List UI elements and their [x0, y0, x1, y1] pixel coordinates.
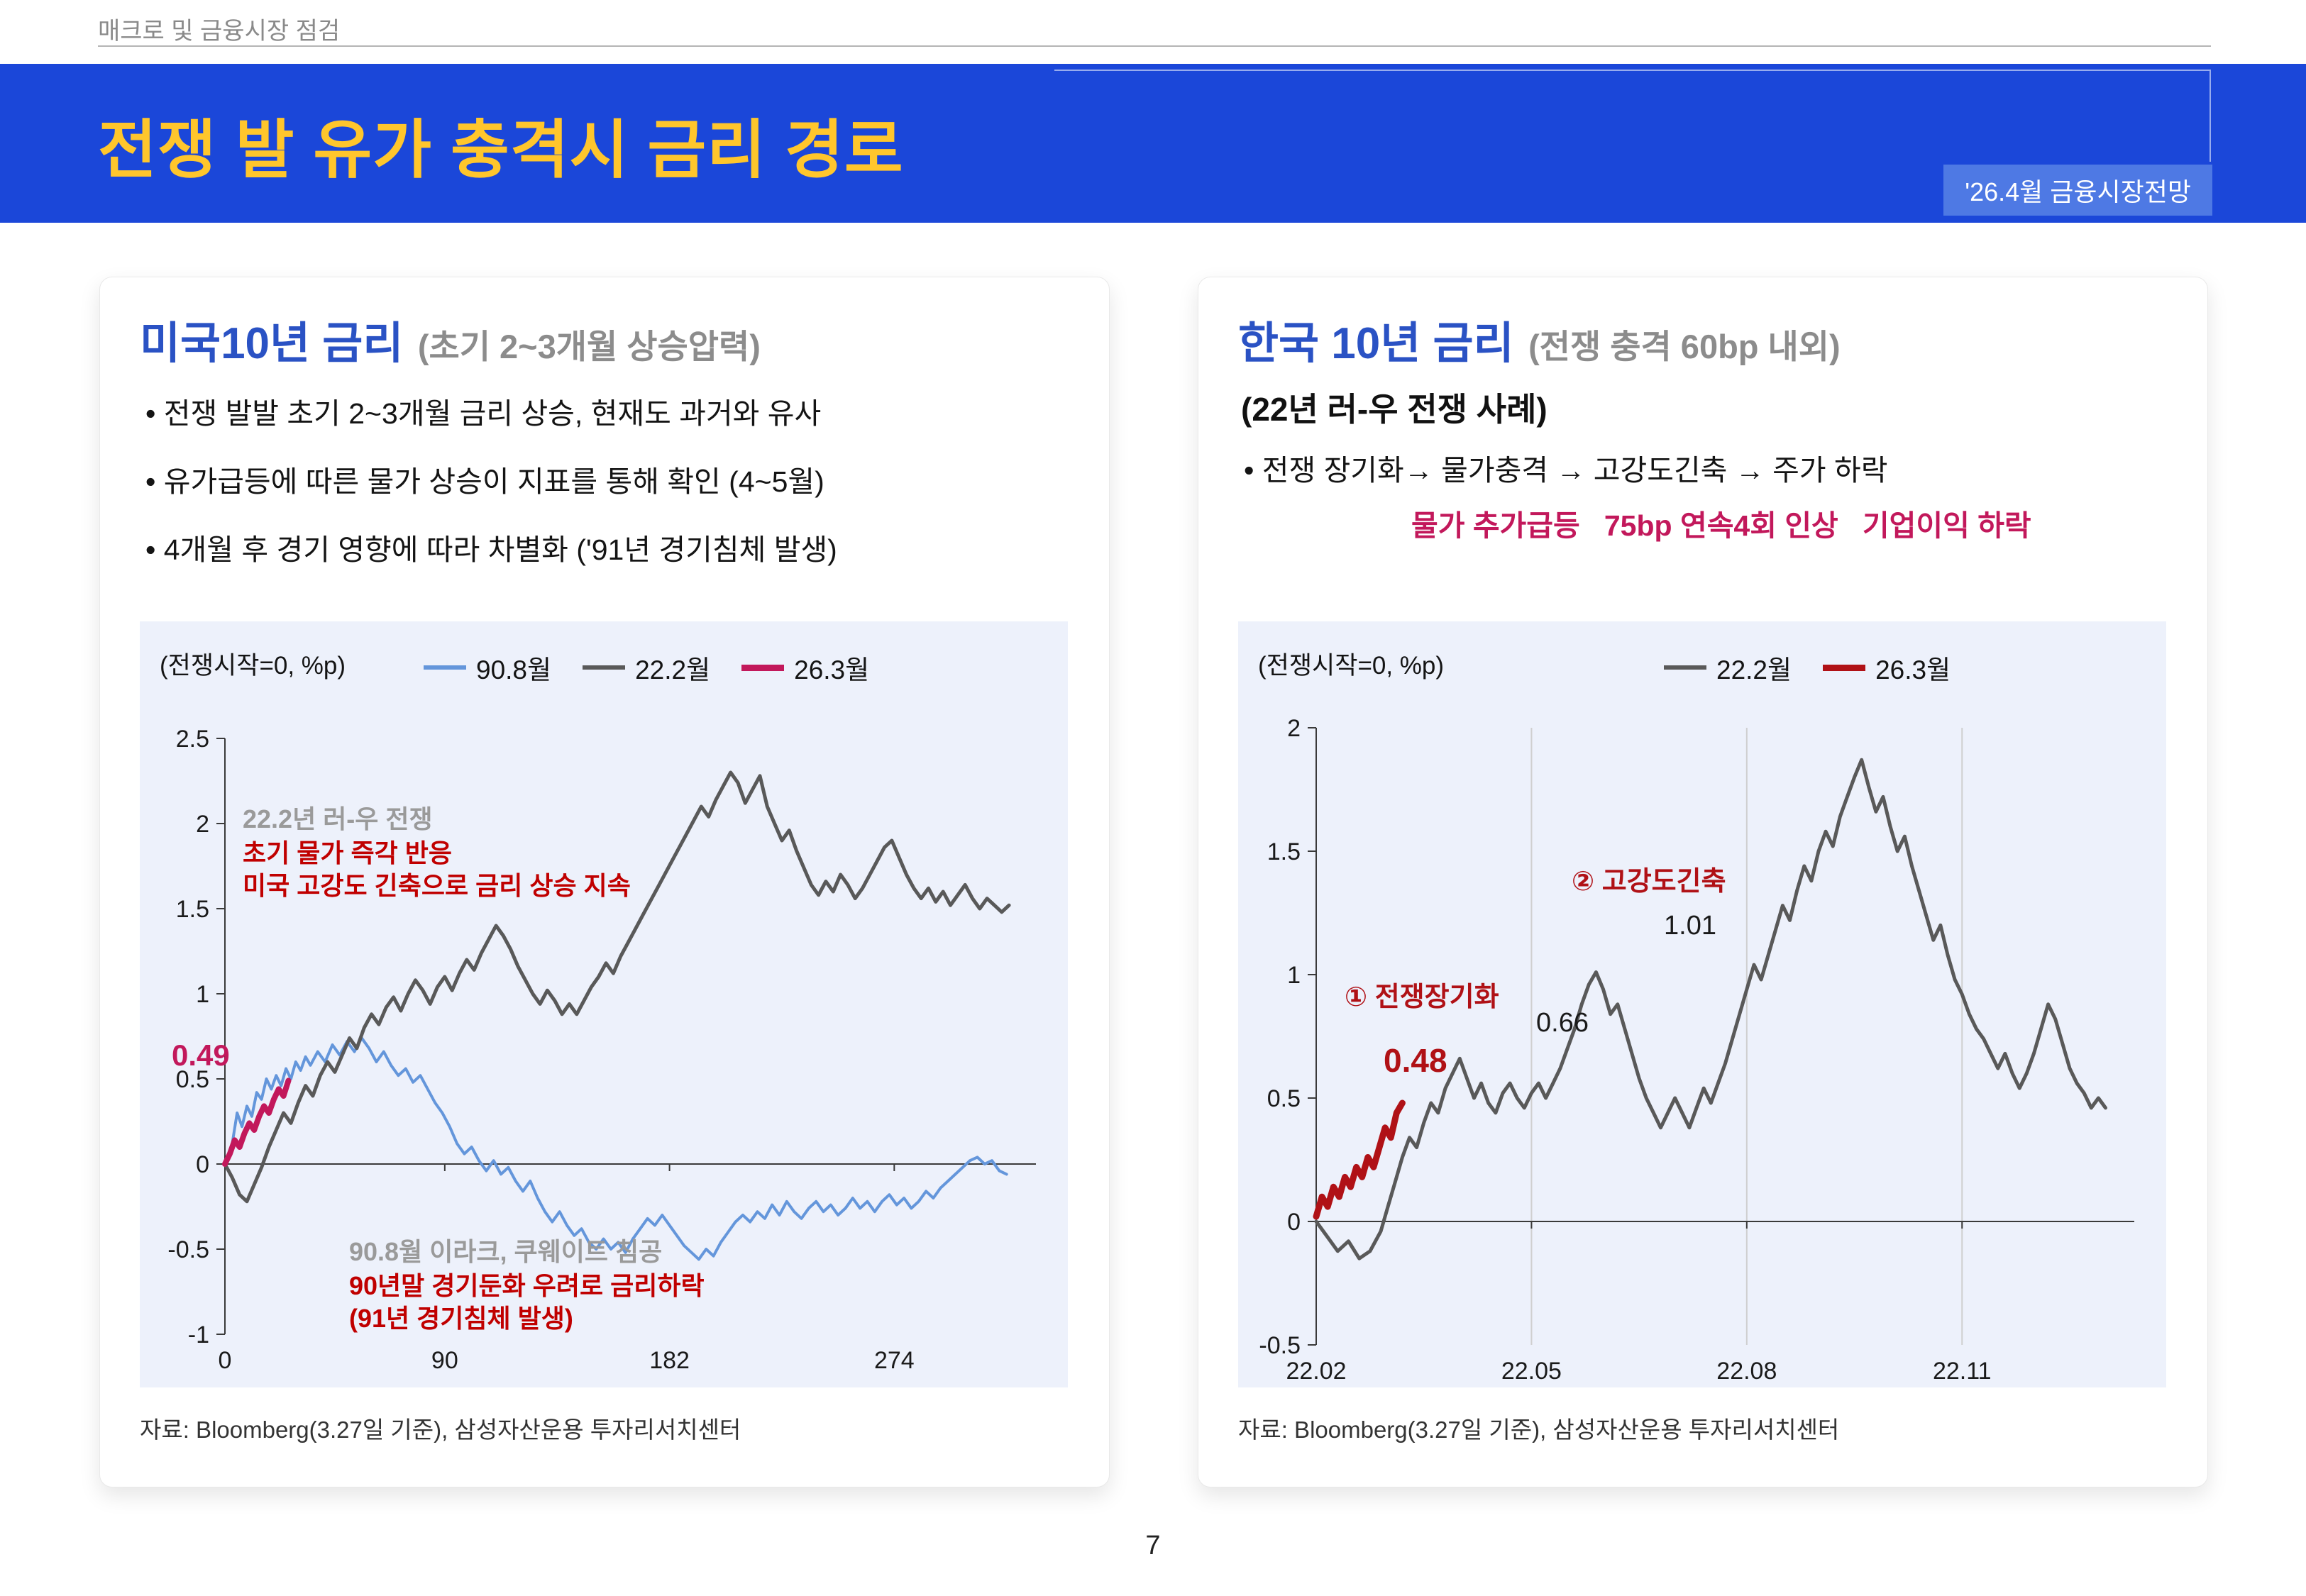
korea-case-label: (22년 러-우 전쟁 사례)	[1241, 391, 1548, 428]
svg-text:0: 0	[196, 1151, 209, 1178]
legend-swatch-26-3-us	[741, 664, 785, 671]
title-banner: 전쟁 발 유가 충격시 금리 경로 '26.4월 금융시장전망	[0, 64, 2306, 223]
korea-card-title: 한국 10년 금리	[1238, 319, 1514, 368]
us-bullet-3: 4개월 후 경기 영향에 따라 차별화 ('91년 경기침체 발생)	[145, 526, 837, 568]
us-annotation-iraq-line2: (91년 경기침체 발생)	[349, 1304, 573, 1333]
legend-swatch-22-2-us	[583, 665, 626, 670]
svg-text:1: 1	[1287, 962, 1301, 989]
svg-text:-0.5: -0.5	[167, 1236, 209, 1263]
legend-swatch-26-3-kr	[1823, 664, 1866, 671]
legend-swatch-22-2-kr	[1664, 665, 1706, 670]
slide-title: 전쟁 발 유가 충격시 금리 경로	[98, 115, 904, 186]
us-line-chart: 2.5 2 1.5 1 0.5 0 -0.5 -1 0 90 182 274	[167, 726, 1036, 1374]
korea-source-note: 자료: Bloomberg(3.27일 기준), 삼성자산운용 투자리서치센터	[1238, 1417, 1840, 1443]
svg-text:0.5: 0.5	[1267, 1085, 1301, 1112]
banner-decorative-frame	[1054, 70, 2211, 162]
legend-item-26-3-kr: 26.3월	[1823, 648, 1951, 687]
legend-label-22-2-us: 22.2월	[635, 655, 711, 685]
svg-text:0: 0	[219, 1347, 232, 1374]
legend-label-90-8: 90.8월	[476, 655, 552, 685]
us-card-title-row: 미국10년 금리 (초기 2~3개월 상승압력)	[140, 307, 761, 371]
korea-annotation-value-mid: 0.66	[1536, 1008, 1589, 1038]
svg-text:22.02: 22.02	[1286, 1358, 1346, 1385]
korea-axis-note: (전쟁시작=0, %p)	[1258, 652, 1445, 680]
us-axis-note: (전쟁시작=0, %p)	[160, 652, 346, 680]
korea-highlight-text: 물가 추가급등 75bp 연속4회 인상 기업이익 하락	[1411, 509, 2031, 542]
korea-bullet-1: 전쟁 장기화→ 물가충격 → 고강도긴축 → 주가 하락	[1244, 446, 1888, 489]
svg-text:90: 90	[431, 1347, 458, 1374]
us-chart-panel: (전쟁시작=0, %p) 90.8월 22.2월 26.3월 2.5 2 1.5 1 0…	[140, 621, 1068, 1387]
us-bullet-list: 전쟁 발발 초기 2~3개월 금리 상승, 현재도 과거와 유사 유가급등에 따…	[145, 389, 837, 594]
us-annotation-iraq-label: 90.8월 이라크, 쿠웨이트 침공	[349, 1237, 663, 1266]
korea-line-chart: 2 1.5 1 0.5 0 -0.522.02 22.05 22.08 22.11	[1259, 715, 2134, 1385]
legend-item-22-2-us: 22.2월	[583, 648, 710, 687]
korea-annotation-step1: ① 전쟁장기화	[1345, 982, 1499, 1012]
svg-text:2: 2	[1287, 715, 1301, 742]
svg-text:2: 2	[196, 811, 209, 838]
svg-text:2.5: 2.5	[176, 726, 209, 753]
legend-label-22-2-kr: 22.2월	[1716, 655, 1792, 685]
us-annotation-current-value: 0.49	[172, 1038, 230, 1072]
korea-annotation-value-now: 0.48	[1384, 1042, 1447, 1079]
svg-text:274: 274	[874, 1347, 915, 1374]
korea-card-subtitle: (전쟁 충격 60bp 내외)	[1528, 328, 1841, 365]
korea-annotation-step2: ② 고강도긴축	[1572, 867, 1726, 897]
svg-text:1: 1	[196, 981, 209, 1008]
svg-text:-1: -1	[188, 1321, 209, 1348]
svg-text:182: 182	[649, 1347, 690, 1374]
report-badge: '26.4월 금융시장전망	[1943, 165, 2212, 216]
korea-10y-card: 한국 10년 금리 (전쟁 충격 60bp 내외) (22년 러-우 전쟁 사례…	[1198, 277, 2208, 1487]
us-card-title: 미국10년 금리	[140, 319, 404, 368]
legend-swatch-90-8	[424, 665, 466, 670]
legend-label-26-3-kr: 26.3월	[1875, 655, 1951, 685]
legend-item-26-3-us: 26.3월	[741, 648, 869, 687]
us-annotation-iraq-line1: 90년말 경기둔화 우려로 금리하락	[349, 1271, 705, 1300]
us-10y-card: 미국10년 금리 (초기 2~3개월 상승압력) 전쟁 발발 초기 2~3개월 …	[99, 277, 1110, 1487]
us-source-note: 자료: Bloomberg(3.27일 기준), 삼성자산운용 투자리서치센터	[140, 1417, 741, 1443]
us-bullet-2: 유가급등에 따른 물가 상승이 지표를 통해 확인 (4~5월)	[145, 458, 837, 500]
svg-text:1.5: 1.5	[176, 896, 209, 923]
us-card-subtitle: (초기 2~3개월 상승압력)	[417, 328, 761, 365]
legend-item-90-8: 90.8월	[424, 648, 551, 687]
kicker-divider	[98, 45, 2211, 47]
us-annotation-war-line2: 미국 고강도 긴축으로 금리 상승 지속	[243, 871, 631, 900]
svg-text:0.5: 0.5	[176, 1066, 209, 1093]
korea-annotation-peak1: 1.01	[1664, 911, 1716, 941]
korea-chart-panel: (전쟁시작=0, %p) 22.2월 26.3월 2 1.5 1 0.5 0 -0.5 22…	[1238, 621, 2166, 1387]
korea-bullet-list: 전쟁 장기화→ 물가충격 → 고강도긴축 → 주가 하락	[1244, 446, 1888, 514]
legend-label-26-3-us: 26.3월	[794, 655, 870, 685]
svg-text:1.5: 1.5	[1267, 838, 1301, 865]
legend-item-22-2-kr: 22.2월	[1664, 648, 1792, 687]
us-annotation-war-label: 22.2년 러-우 전쟁	[243, 804, 433, 833]
page-number: 7	[1145, 1531, 1161, 1561]
svg-text:0: 0	[1287, 1209, 1301, 1236]
us-chart-legend: 90.8월 22.2월 26.3월	[424, 648, 900, 687]
us-bullet-1: 전쟁 발발 초기 2~3개월 금리 상승, 현재도 과거와 유사	[145, 389, 837, 432]
svg-text:22.08: 22.08	[1716, 1358, 1777, 1385]
svg-text:22.05: 22.05	[1501, 1358, 1562, 1385]
slide-kicker: 매크로 및 금융시장 점검	[98, 18, 341, 45]
svg-text:-0.5: -0.5	[1259, 1332, 1301, 1359]
korea-chart-legend: 22.2월 26.3월	[1664, 648, 1982, 687]
svg-text:22.11: 22.11	[1933, 1358, 1992, 1385]
us-annotation-war-line1: 초기 물가 즉각 반응	[243, 838, 452, 868]
korea-card-title-row: 한국 10년 금리 (전쟁 충격 60bp 내외)	[1238, 307, 1841, 371]
